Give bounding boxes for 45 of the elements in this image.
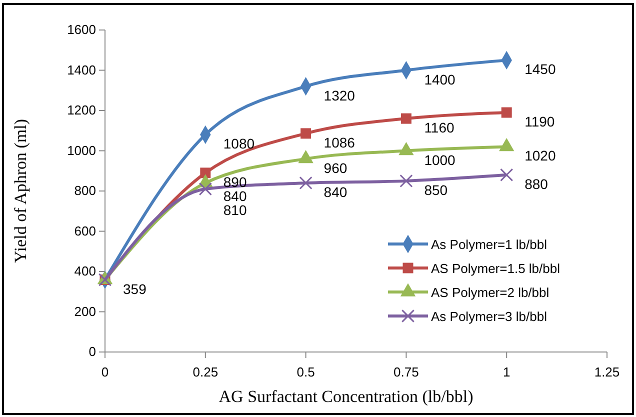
data-label: 359 — [123, 280, 147, 297]
x-tick-label: 1 — [502, 364, 510, 380]
data-label: 1450 — [524, 61, 556, 78]
data-label: 810 — [223, 202, 247, 218]
point — [400, 174, 413, 188]
data-label: 850 — [424, 182, 448, 198]
y-tick-label: 600 — [74, 223, 96, 238]
data-label: 1080 — [223, 136, 255, 152]
y-tick-label: 200 — [74, 304, 96, 319]
y-tick-label: 400 — [74, 264, 96, 279]
data-label: 960 — [324, 160, 348, 176]
y-tick-label: 800 — [74, 183, 96, 198]
data-label: 880 — [524, 176, 548, 192]
point — [501, 107, 512, 118]
point — [198, 182, 212, 196]
y-tick-label: 1200 — [67, 102, 96, 118]
y-tick-label: 1400 — [67, 62, 96, 78]
data-label: 1000 — [424, 152, 456, 168]
data-label: 1190 — [524, 114, 555, 130]
data-label: 1400 — [424, 71, 456, 88]
y-axis-title: Yield of Aphron (ml) — [11, 118, 30, 264]
data-label: 1320 — [324, 87, 356, 104]
x-axis-title: AG Surfactant Concentration (lb/bbl) — [218, 387, 474, 406]
x-tick-label: 0.5 — [296, 364, 315, 380]
data-label: 840 — [223, 188, 247, 204]
point — [400, 113, 412, 124]
point — [300, 128, 312, 139]
x-tick-label: 1.25 — [594, 364, 620, 380]
point — [500, 168, 514, 182]
point — [299, 176, 312, 190]
x-tick-label: 0.75 — [394, 364, 419, 380]
legend-label: AS Polymer=2 lb/bbl — [431, 285, 550, 300]
x-tick-label: 0.25 — [192, 364, 218, 380]
data-label: 840 — [324, 184, 348, 200]
data-label: 1086 — [324, 134, 356, 150]
x-tick-label: 0 — [101, 364, 109, 380]
y-tick-label: 1000 — [67, 142, 96, 158]
y-tick-label: 0 — [88, 344, 96, 360]
y-tick-label: 1600 — [67, 22, 96, 38]
point — [200, 168, 211, 178]
data-label: 1160 — [424, 120, 455, 136]
legend-label: As Polymer=3 lb/bbl — [431, 309, 548, 324]
legend-label: As Polymer=1 lb/bbl — [431, 237, 548, 252]
legend-label: AS Polymer=1.5 lb/bbl — [431, 261, 560, 276]
data-label: 1020 — [524, 148, 556, 164]
